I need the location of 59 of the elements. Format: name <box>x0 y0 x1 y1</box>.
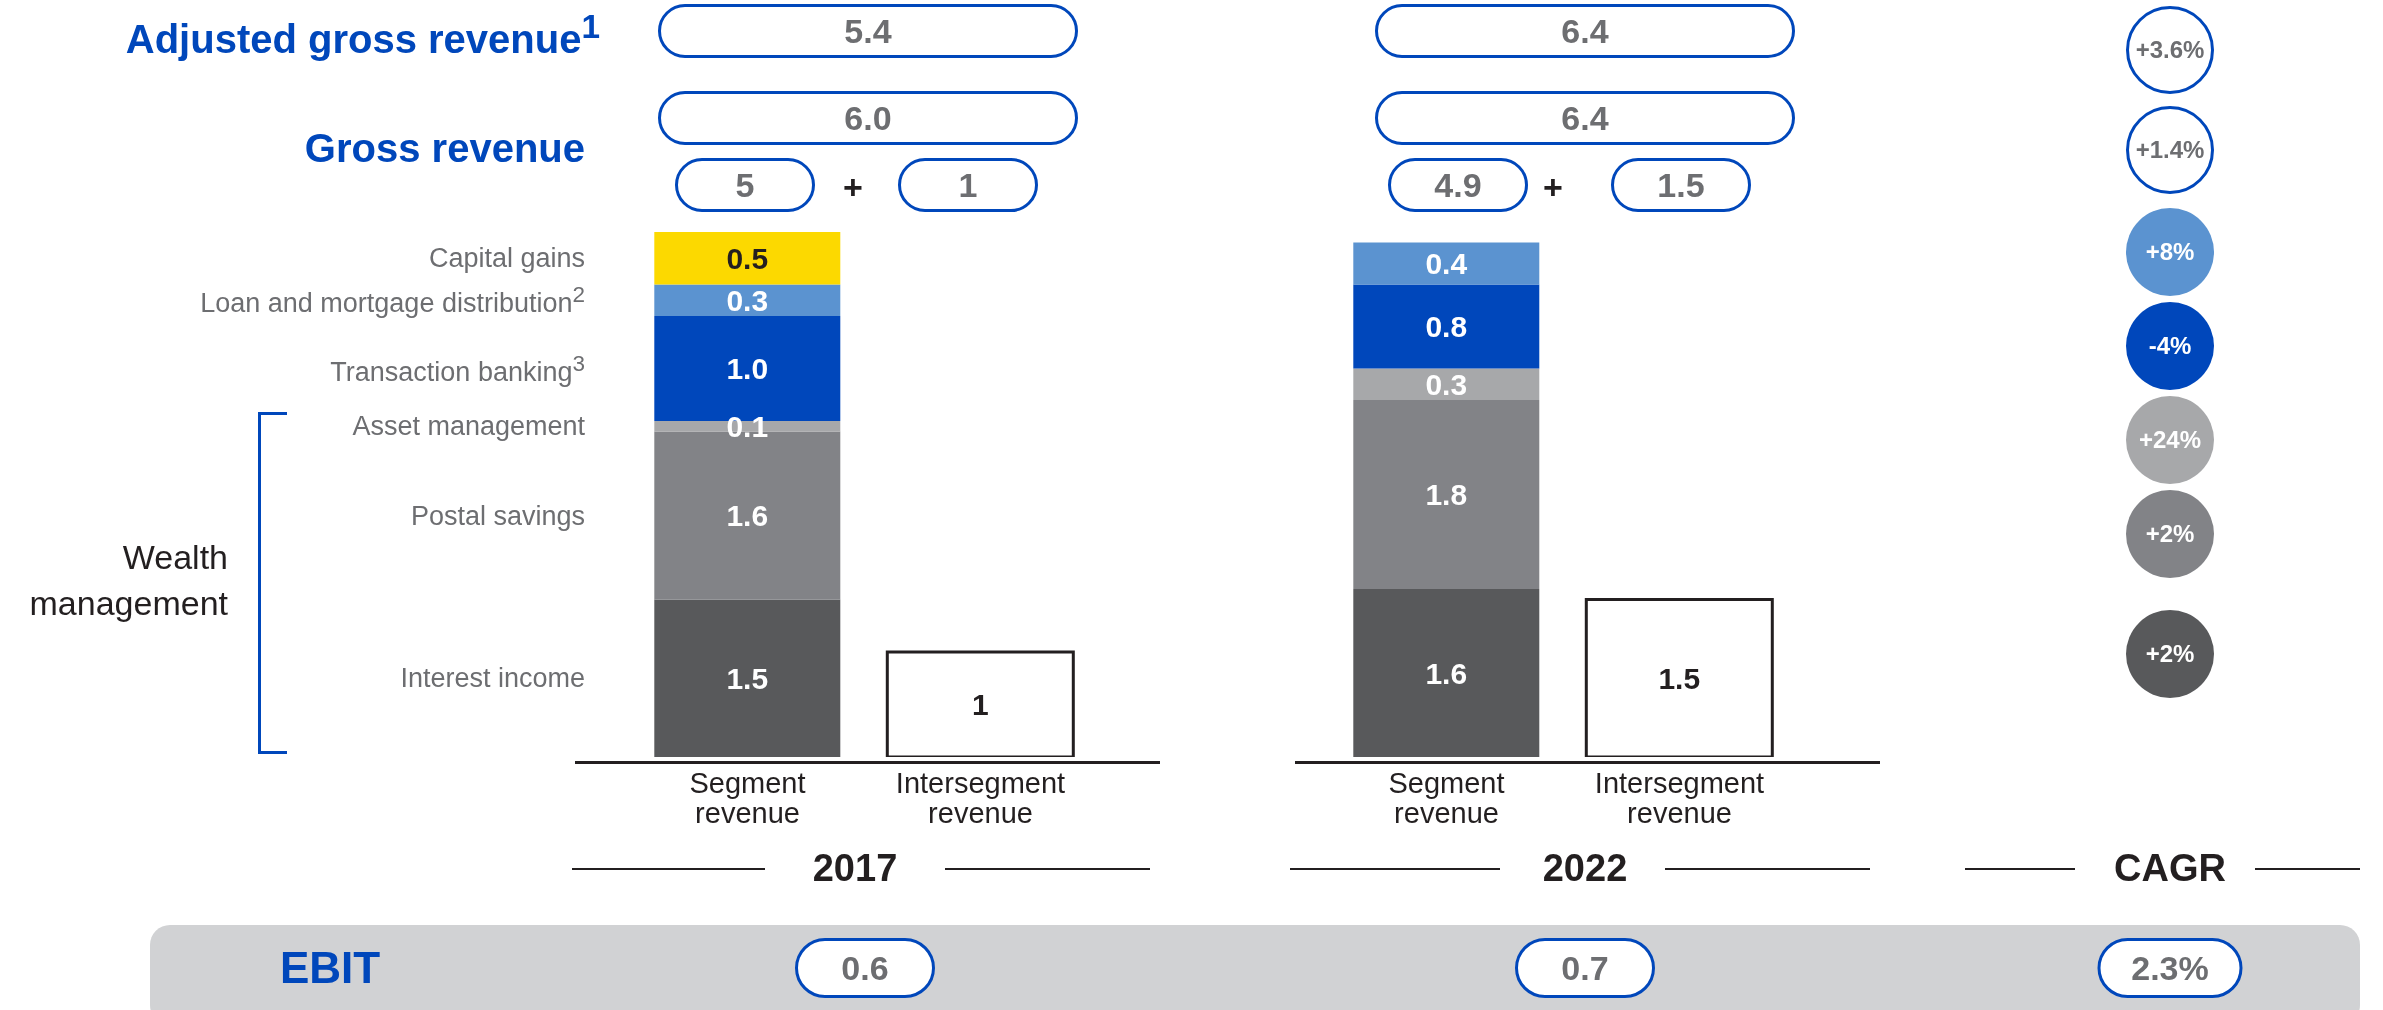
text: -4% <box>2148 332 2192 360</box>
text: CAGR <box>2114 846 2226 890</box>
x-tick-label: Intersegment revenue <box>1594 767 1765 829</box>
text: +2% <box>2145 520 2195 548</box>
text: Interest income <box>400 662 585 694</box>
bar <box>654 284 841 316</box>
text: 2017 <box>812 846 898 890</box>
x-tick-label: Segment revenue <box>689 767 806 829</box>
text: EBIT <box>279 943 381 993</box>
text: Capital gains <box>428 242 585 274</box>
bar <box>1353 284 1540 369</box>
text: 5 <box>735 165 755 205</box>
text: 6.4 <box>1561 11 1609 51</box>
text: 2.3% <box>2131 948 2209 988</box>
data-label: 0.4 <box>1425 247 1468 281</box>
text: +24% <box>2138 426 2202 454</box>
text: +3.6% <box>2135 36 2205 64</box>
bar <box>1353 589 1540 757</box>
data-label: 0.3 <box>726 283 769 317</box>
data-label: 1.6 <box>726 499 769 533</box>
text: Loan and mortgage distribution$^{2}$ <box>200 281 585 319</box>
text: 1.5 <box>1657 165 1705 205</box>
text: Asset management <box>352 410 585 442</box>
bar <box>1584 598 1774 757</box>
text: Postal savings <box>410 500 585 531</box>
x-tick-label: Intersegment revenue <box>895 767 1066 829</box>
text: +1.4% <box>2135 136 2205 164</box>
data-label: 0.8 <box>1425 310 1468 344</box>
bar <box>1353 368 1540 400</box>
text: + <box>843 167 863 207</box>
bar <box>654 599 841 757</box>
text: Gross revenue <box>304 125 585 171</box>
text: 0.7 <box>1561 948 1609 988</box>
text: 0.6 <box>841 948 889 988</box>
data-label: 1.5 <box>1658 661 1701 695</box>
data-label: 0.5 <box>726 241 769 275</box>
text: 4.9 <box>1434 165 1482 205</box>
text: 2022 <box>1542 846 1628 890</box>
text: Wealth management <box>28 537 228 624</box>
text: +2% <box>2145 640 2195 668</box>
data-label: 1.0 <box>726 352 769 386</box>
text: 1 <box>958 165 978 205</box>
text: +8% <box>2145 238 2195 266</box>
bar <box>1353 242 1540 285</box>
x-tick-label: Segment revenue <box>1388 767 1505 829</box>
text: 6.4 <box>1561 98 1609 138</box>
data-label: 1.5 <box>726 661 769 695</box>
data-label: 1.6 <box>1425 656 1468 690</box>
text: 6.0 <box>844 98 892 138</box>
text: 5.4 <box>844 11 892 51</box>
text: Transaction banking$^{3}$ <box>330 350 585 387</box>
text: Adjusted gross revenue$^{1}$ <box>125 8 600 62</box>
data-label: 1.8 <box>1425 478 1468 512</box>
text: + <box>1543 167 1563 207</box>
bar <box>885 650 1075 757</box>
bar <box>654 232 841 285</box>
bar <box>1353 400 1540 589</box>
data-label: 0.3 <box>1425 367 1468 401</box>
data-label: 1 <box>971 688 989 722</box>
